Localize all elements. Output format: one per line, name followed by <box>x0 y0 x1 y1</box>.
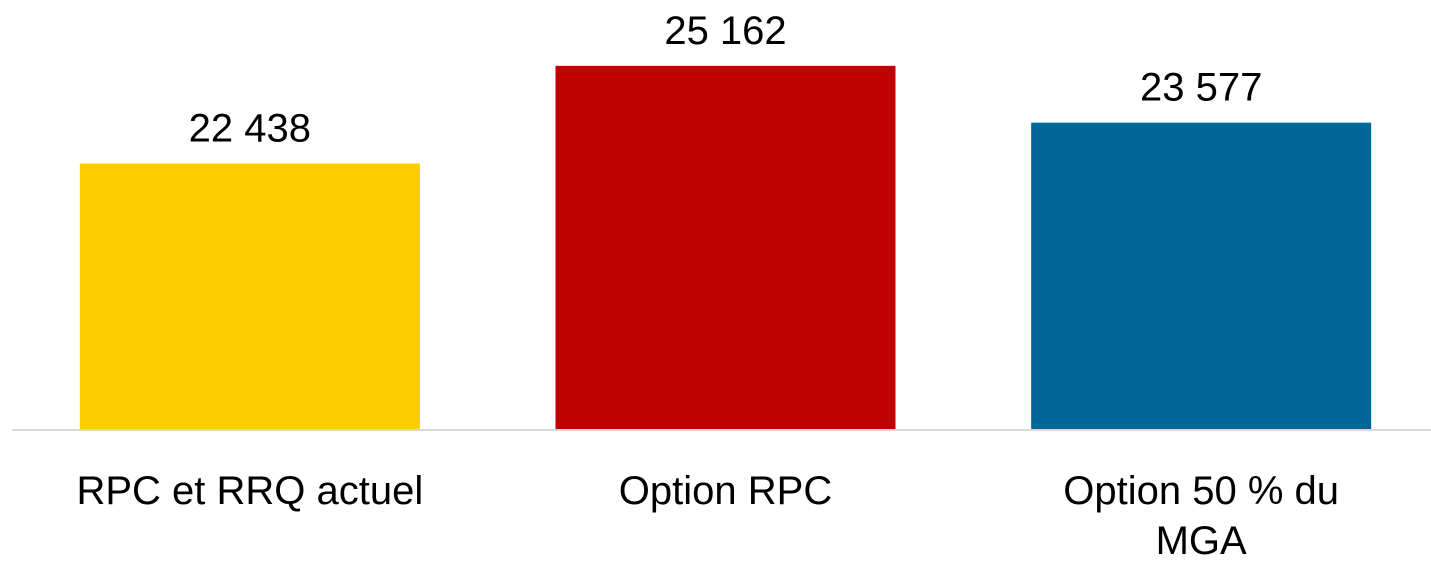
bar <box>79 163 420 430</box>
value-label: 25 162 <box>664 9 786 53</box>
category-label: RPC et RRQ actuel <box>76 469 424 513</box>
category-label: Option RPC <box>618 469 833 513</box>
bar <box>1031 122 1372 430</box>
category-label: Option 50 % du MGA <box>1063 469 1340 563</box>
bar <box>555 65 896 430</box>
value-label: 22 438 <box>189 106 311 150</box>
value-label: 23 577 <box>1140 66 1262 110</box>
